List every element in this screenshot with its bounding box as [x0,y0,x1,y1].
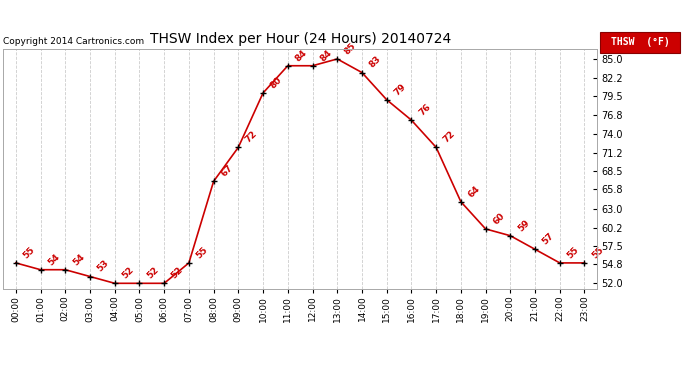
Text: 53: 53 [95,258,111,274]
Title: THSW Index per Hour (24 Hours) 20140724: THSW Index per Hour (24 Hours) 20140724 [150,32,451,46]
Text: 80: 80 [268,75,284,90]
Text: 52: 52 [145,266,160,280]
Text: 84: 84 [293,48,308,63]
Text: 55: 55 [195,245,210,260]
Text: 72: 72 [244,129,259,144]
Text: 85: 85 [343,41,358,56]
Text: 52: 52 [170,266,185,280]
Text: 67: 67 [219,163,235,178]
Text: 59: 59 [516,217,531,233]
Text: 76: 76 [417,102,432,117]
Text: 55: 55 [21,245,37,260]
Text: Copyright 2014 Cartronics.com: Copyright 2014 Cartronics.com [3,38,144,46]
Text: 79: 79 [392,82,408,97]
Text: 55: 55 [590,245,605,260]
Text: THSW  (°F): THSW (°F) [611,37,669,47]
Text: 84: 84 [318,48,333,63]
Text: 54: 54 [71,252,86,267]
Text: 60: 60 [491,211,506,226]
Text: 83: 83 [368,55,383,70]
Text: 54: 54 [46,252,61,267]
Text: 64: 64 [466,184,482,199]
Text: 57: 57 [540,231,556,246]
Text: 72: 72 [442,129,457,144]
Text: 52: 52 [120,266,135,280]
Text: 55: 55 [565,245,580,260]
